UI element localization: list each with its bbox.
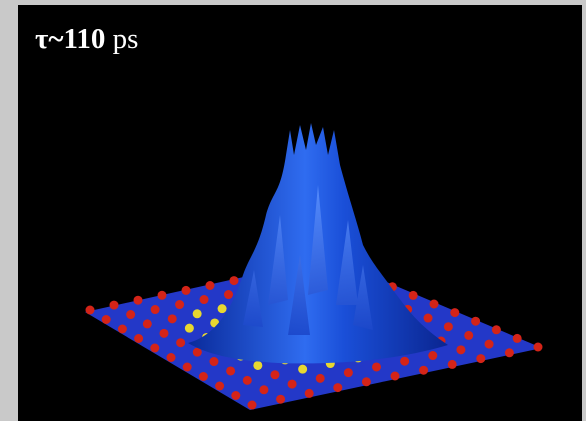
lattice-dot — [464, 331, 473, 340]
lattice-dot — [206, 281, 215, 290]
lattice-dot — [150, 344, 159, 353]
lattice-dot — [424, 314, 433, 323]
lattice-dot — [182, 286, 191, 295]
lattice-dot — [409, 291, 418, 300]
lattice-dot — [151, 305, 160, 314]
lattice-dot — [400, 357, 409, 366]
lattice-dot — [270, 370, 279, 379]
lattice-dot — [253, 361, 262, 370]
lattice-dot — [185, 324, 194, 333]
lattice-dot — [362, 377, 371, 386]
time-value: τ~110 — [35, 23, 105, 55]
lattice-dot — [167, 353, 176, 362]
lattice-dot — [448, 360, 457, 369]
lattice-dot — [86, 306, 95, 315]
time-label: τ~110 ps — [35, 23, 138, 56]
lattice-dot — [430, 300, 439, 309]
lattice-dot — [193, 309, 202, 318]
lattice-dot — [224, 290, 233, 299]
lattice-dot — [316, 374, 325, 383]
lattice-dot — [209, 357, 218, 366]
render-panel: τ~110 ps — [18, 5, 582, 421]
lattice-dot — [118, 325, 127, 334]
lattice-dot — [333, 383, 342, 392]
lattice-dot — [158, 291, 167, 300]
lattice-dot — [200, 295, 209, 304]
lattice-dot — [126, 310, 135, 319]
lattice-dot — [168, 314, 177, 323]
lattice-dot — [450, 308, 459, 317]
lattice-dot — [444, 322, 453, 331]
lattice-dot — [134, 296, 143, 305]
lattice-dot — [298, 365, 307, 374]
lattice-dot — [134, 334, 143, 343]
lattice-dot — [305, 389, 314, 398]
lattice-dot — [110, 301, 119, 310]
lattice-dot — [485, 340, 494, 349]
lattice-dot — [513, 334, 522, 343]
lattice-dot — [259, 385, 268, 394]
lattice-dot — [102, 315, 111, 324]
lattice-dot — [175, 300, 184, 309]
lattice-dot — [183, 363, 192, 372]
lattice-dot — [372, 362, 381, 371]
lattice-dot — [243, 376, 252, 385]
lattice-dot — [456, 345, 465, 354]
lattice-dot — [344, 368, 353, 377]
lattice-dot — [391, 372, 400, 381]
lattice-dot — [199, 372, 208, 381]
lattice-dot — [218, 304, 227, 313]
lattice-dot — [215, 382, 224, 391]
lattice-dot — [534, 343, 543, 352]
lattice-dot — [231, 391, 240, 400]
lattice-dot — [419, 366, 428, 375]
time-unit: ps — [113, 23, 139, 55]
lattice-dot — [230, 276, 239, 285]
lattice-dot — [471, 317, 480, 326]
page: τ~110 ps (() => { const data = JSON.pars… — [0, 0, 586, 421]
lattice-dot — [505, 348, 514, 357]
lattice-dot — [276, 395, 285, 404]
lattice-dot — [159, 329, 168, 338]
lattice-dot — [492, 325, 501, 334]
lattice-dot — [428, 351, 437, 360]
lattice-dot — [248, 401, 257, 410]
lattice-dot — [476, 354, 485, 363]
lattice-dot — [288, 380, 297, 389]
lattice-dot — [226, 366, 235, 375]
lattice-dot — [176, 338, 185, 347]
surface-render — [18, 5, 582, 421]
lattice-dot — [143, 319, 152, 328]
